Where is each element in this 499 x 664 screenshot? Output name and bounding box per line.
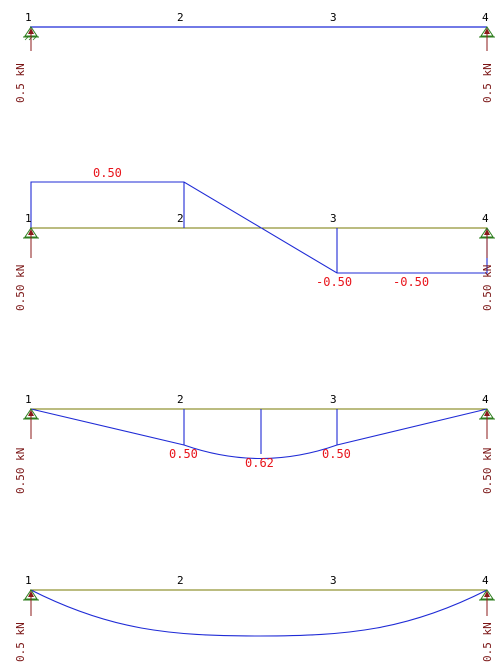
reaction-arrow-icon <box>28 410 34 439</box>
reaction-arrow-icon <box>484 410 490 439</box>
node-label-1: 1 <box>25 393 32 406</box>
panel-shear: 1 2 3 4 0.50 -0.50 -0.50 0.50 kN 0.50 kN <box>14 166 495 311</box>
node-label-1: 1 <box>25 11 32 24</box>
panel-deflection: 1 2 3 4 0.5 kN 0.5 kN <box>14 574 495 662</box>
reaction-right-label: 0.50 kN <box>481 265 494 311</box>
node-label-4: 4 <box>482 393 489 406</box>
node-label-4: 4 <box>482 212 489 225</box>
moment-value-2: 0.62 <box>245 456 274 470</box>
node-label-2: 2 <box>177 574 184 587</box>
moment-diagram <box>30 408 488 459</box>
shear-value-3: -0.50 <box>393 275 429 289</box>
reaction-left-label: 0.5 kN <box>14 622 27 662</box>
node-label-2: 2 <box>177 11 184 24</box>
reaction-arrow-icon <box>484 229 490 258</box>
reaction-left-label: 0.50 kN <box>14 265 27 311</box>
reaction-right-label: 0.5 kN <box>481 63 494 103</box>
reaction-left-label: 0.5 kN <box>14 63 27 103</box>
node-label-3: 3 <box>330 574 337 587</box>
node-label-2: 2 <box>177 393 184 406</box>
moment-value-1: 0.50 <box>169 447 198 461</box>
reaction-right-label: 0.5 kN <box>481 622 494 662</box>
node-label-1: 1 <box>25 212 32 225</box>
reaction-arrow-icon <box>484 28 490 51</box>
panel-moment: 1 2 3 4 0.50 0.62 0.50 0.50 kN 0.50 kN <box>14 393 495 494</box>
deflection-curve <box>30 589 488 637</box>
shear-value-1: 0.50 <box>93 166 122 180</box>
reaction-right-label: 0.50 kN <box>481 448 494 494</box>
shear-diagram <box>30 181 488 274</box>
node-label-4: 4 <box>482 11 489 24</box>
reaction-arrow-icon <box>484 591 490 616</box>
reaction-arrow-icon <box>28 229 34 258</box>
node-label-3: 3 <box>330 393 337 406</box>
reaction-left-label: 0.50 kN <box>14 448 27 494</box>
node-label-1: 1 <box>25 574 32 587</box>
node-label-3: 3 <box>330 212 337 225</box>
reaction-arrow-icon <box>28 28 34 51</box>
panel-loading: 1 2 3 4 0.5 kN 0.5 kN <box>14 11 495 103</box>
moment-value-3: 0.50 <box>322 447 351 461</box>
node-label-3: 3 <box>330 11 337 24</box>
node-label-2: 2 <box>177 212 184 225</box>
shear-value-2: -0.50 <box>316 275 352 289</box>
node-label-4: 4 <box>482 574 489 587</box>
reaction-arrow-icon <box>28 591 34 616</box>
